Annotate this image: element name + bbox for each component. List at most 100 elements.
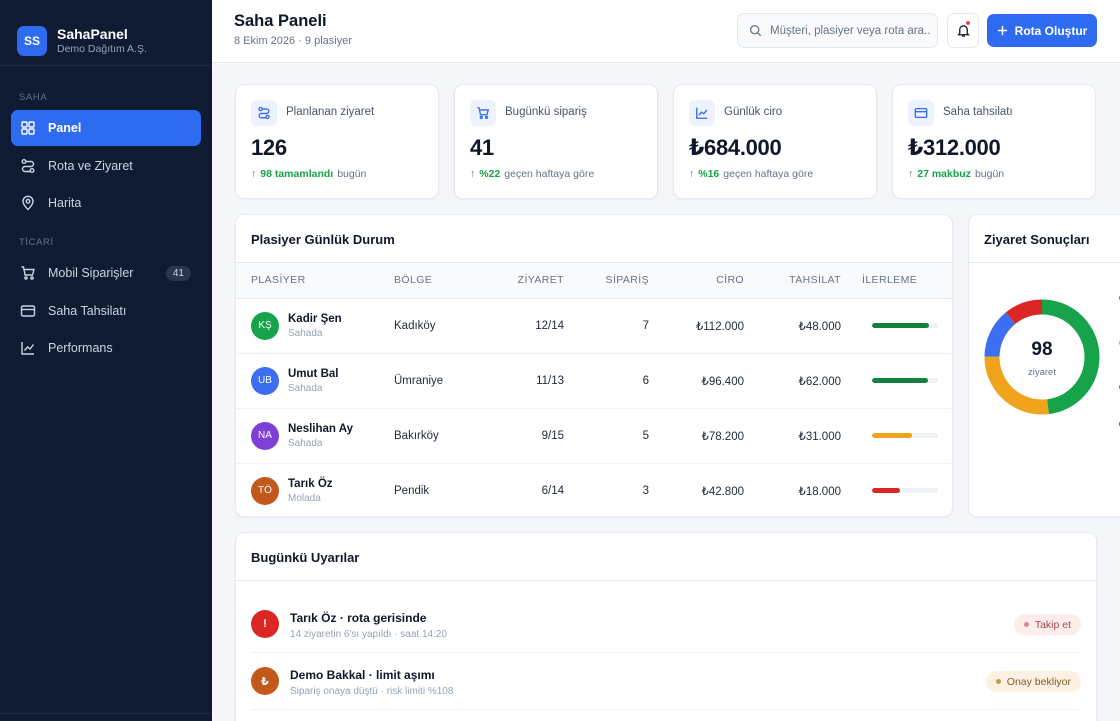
- alert-item[interactable]: ! Tarık Öz · rota gerisinde 14 ziyaretin 6…: [251, 597, 1081, 653]
- stat-value: 126: [251, 135, 287, 160]
- alert-action-pill[interactable]: Takip et: [1013, 614, 1081, 635]
- visits-cell: 9/15: [494, 408, 564, 464]
- salesperson-name: Umut Bal: [288, 367, 339, 380]
- stat-trend: ↑ 27 makbuz bugün: [908, 168, 1004, 180]
- chart-line-icon: [21, 342, 35, 355]
- sidebar-item-label: Harita: [48, 196, 82, 210]
- divider: [236, 262, 952, 263]
- arrow-up-icon: ↑: [908, 168, 914, 180]
- divider: [236, 580, 1096, 581]
- trend-text: bugün: [974, 168, 1005, 180]
- brand[interactable]: SS SahaPanel Demo Dağıtım A.Ş.: [0, 0, 212, 66]
- salesperson-status: Sahada: [288, 382, 323, 394]
- region-cell: Kadıköy: [394, 298, 494, 354]
- revenue-cell: ₺96.400: [649, 353, 744, 409]
- page-subtitle: 8 Ekim 2026 · 9 plasiyer: [234, 35, 352, 47]
- search-input[interactable]: [770, 24, 930, 37]
- salesperson: KŞ Kadir Şen Sahada: [251, 311, 394, 340]
- map-pin-icon: [22, 195, 34, 211]
- brand-company: Demo Dağıtım A.Ş.: [57, 43, 147, 55]
- collection-cell: ₺18.000: [798, 485, 842, 498]
- progress-fill: [872, 488, 901, 494]
- brand-logo: SS: [17, 26, 47, 56]
- column-header[interactable]: İLERLEME: [841, 263, 952, 299]
- alert-item[interactable]: ₺ Demo Bakkal · limit aşımı Sipariş onaya …: [251, 654, 1081, 710]
- stat-card-planned-visits: Planlanan ziyaret 126 ↑ 98 tamamlandı bugü…: [235, 84, 439, 199]
- sidebar-item-mobil-siparisler[interactable]: Mobil Siparişler 41: [11, 255, 201, 291]
- table-row[interactable]: TÖ Tarık Öz Molada Pendik 6/14 3 ₺42.800 ₺18.00…: [236, 463, 952, 516]
- revenue-cell: ₺78.200: [649, 408, 744, 464]
- route-icon: [251, 100, 277, 126]
- arrow-up-icon: ↑: [689, 168, 695, 180]
- stat-trend: ↑ %16 geçen haftaya göre: [689, 168, 813, 180]
- arrow-up-icon: ↑: [470, 168, 476, 180]
- alert-subtitle: Sipariş onaya düştü · risk limiti %108: [290, 686, 454, 697]
- stat-value: ₺684.000: [689, 135, 782, 160]
- stat-label: Bugünkü sipariş: [505, 106, 587, 118]
- column-header[interactable]: PLASİYER: [236, 263, 394, 299]
- alert-icon: ₺: [251, 667, 279, 695]
- column-header[interactable]: ZİYARET: [494, 263, 564, 299]
- donut-segment-1: [984, 299, 1100, 415]
- column-header[interactable]: TAHSİLAT: [744, 263, 841, 299]
- sidebar-item-panel[interactable]: Panel: [11, 110, 201, 146]
- sidebar-item-performans[interactable]: Performans: [11, 330, 201, 366]
- column-header[interactable]: CİRO: [649, 263, 744, 299]
- salesperson-cell: UB Umut Bal Sahada: [236, 353, 394, 409]
- nav-section-saha: SAHA: [19, 92, 48, 103]
- progress-fill: [872, 323, 929, 328]
- orders-cell: 5: [564, 408, 649, 464]
- trend-highlight: 27 makbuz: [917, 168, 971, 180]
- trend-text: bugün: [337, 168, 367, 180]
- stat-value: ₺312.000: [908, 135, 1001, 160]
- salesperson-status: Sahada: [288, 437, 323, 449]
- search-box[interactable]: [737, 13, 938, 48]
- region-cell: Pendik: [394, 484, 430, 497]
- orders-cell: 3: [642, 484, 649, 497]
- chart-line-icon: [689, 100, 715, 126]
- stat-value: 41: [470, 135, 494, 160]
- sidebar-item-label: Saha Tahsilatı: [48, 304, 127, 318]
- progress-fill: [872, 433, 912, 438]
- progress-bar: [872, 433, 938, 438]
- create-route-label: Rota Oluştur: [1014, 23, 1088, 38]
- search-icon: [749, 24, 762, 37]
- avatar: NA: [251, 421, 279, 450]
- table-row[interactable]: KŞ Kadir Şen Sahada Kadıköy 12/14 7 ₺112.000 ₺4…: [236, 298, 952, 354]
- notifications-button[interactable]: [947, 13, 979, 48]
- pill-label: Takip et: [1034, 618, 1071, 631]
- orders-cell: 6: [564, 353, 649, 409]
- sidebar-item-rota[interactable]: Rota ve Ziyaret: [11, 148, 201, 184]
- salesperson-table: PLASİYER BÖLGE ZİYARET SİPARİŞ CİRO TAHS…: [236, 263, 952, 516]
- plus-icon: [997, 25, 1007, 36]
- sidebar-item-label: Panel: [48, 121, 82, 135]
- alert-action-pill[interactable]: Onay bekliyor: [985, 671, 1081, 692]
- table-header-row: PLASİYER BÖLGE ZİYARET SİPARİŞ CİRO TAHS…: [236, 263, 952, 299]
- brand-name: SahaPanel: [57, 26, 128, 42]
- visits-cell: 11/13: [494, 353, 564, 409]
- progress-bar: [872, 323, 938, 328]
- progress-cell: [841, 408, 952, 464]
- column-header[interactable]: SİPARİŞ: [564, 263, 649, 299]
- stat-label: Planlanan ziyaret: [286, 106, 375, 118]
- sidebar-item-harita[interactable]: Harita: [11, 185, 201, 221]
- page-title: Saha Paneli: [234, 12, 327, 30]
- visit-results-card: Ziyaret Sonuçları 98 ziyaret: [968, 214, 1120, 517]
- column-header[interactable]: BÖLGE: [394, 263, 494, 299]
- sidebar-item-label: Performans: [48, 341, 113, 355]
- pill-dot: [995, 679, 1001, 684]
- pill-dot: [1023, 622, 1029, 627]
- sidebar-item-label: Mobil Siparişler: [48, 266, 134, 280]
- table-row[interactable]: UB Umut Bal Sahada Ümraniye 11/13 6 ₺96.400 ₺62…: [236, 353, 952, 409]
- alert-title: Demo Bakkal · limit aşımı: [290, 668, 435, 682]
- table-row[interactable]: NA Neslihan Ay Sahada Bakırköy 9/15 5 ₺78.200 ₺…: [236, 408, 952, 464]
- trend-highlight: %22: [479, 168, 501, 180]
- donut-total: 98: [1031, 339, 1053, 360]
- divider: [969, 262, 1120, 263]
- alert-icon: !: [251, 610, 279, 638]
- salesperson: UB Umut Bal Sahada: [251, 366, 394, 395]
- sidebar-item-saha-tahsilati[interactable]: Saha Tahsilatı: [11, 293, 201, 329]
- trend-highlight: %16: [698, 168, 720, 180]
- create-route-button[interactable]: Rota Oluştur: [987, 14, 1097, 47]
- trend-highlight: 98 tamamlandı: [260, 168, 334, 180]
